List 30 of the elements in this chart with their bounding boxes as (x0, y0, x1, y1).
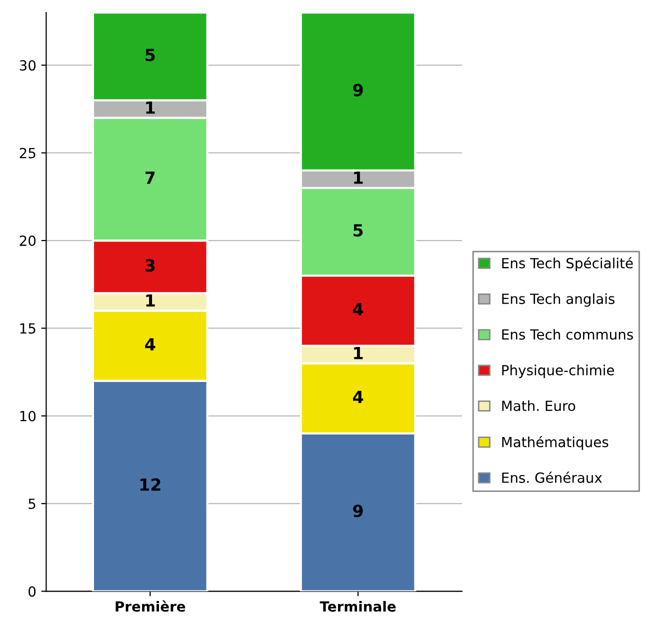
data-label: 9 (353, 84, 363, 96)
y-tick-label: 25 (20, 148, 36, 158)
y-tick-label: 20 (20, 236, 36, 246)
legend-label: Ens. Généraux (502, 472, 602, 483)
y-tick-label: 5 (28, 498, 36, 510)
y-tick-label: 0 (28, 586, 36, 597)
data-label: 1 (354, 172, 363, 184)
legend-label: Ens Tech communs (502, 328, 633, 340)
data-label: 12 (140, 478, 160, 491)
data-label: 5 (354, 224, 363, 237)
data-label: 4 (353, 303, 364, 316)
data-label: 5 (146, 48, 155, 62)
x-tick-label: Terminale (320, 600, 396, 612)
data-label: 3 (145, 259, 155, 272)
legend-label: Physique-chimie (502, 364, 614, 378)
legend-label: Ens Tech anglais (502, 293, 615, 307)
data-label: 1 (146, 294, 155, 307)
data-label: 1 (146, 101, 155, 114)
legend-label: Ens Tech Spécialité (502, 257, 633, 272)
data-label: 1 (354, 346, 363, 360)
y-tick-label: 30 (20, 60, 36, 71)
data-label: 4 (353, 390, 364, 403)
legend-label: Mathématiques (502, 436, 608, 450)
y-tick-label: 15 (20, 323, 36, 334)
data-label: 7 (145, 172, 155, 184)
data-label: 9 (353, 504, 363, 518)
y-tick-label: 10 (20, 410, 36, 422)
data-label: 4 (145, 338, 156, 350)
legend-label: Math. Euro (502, 400, 576, 412)
x-tick-label: Première (116, 600, 186, 612)
